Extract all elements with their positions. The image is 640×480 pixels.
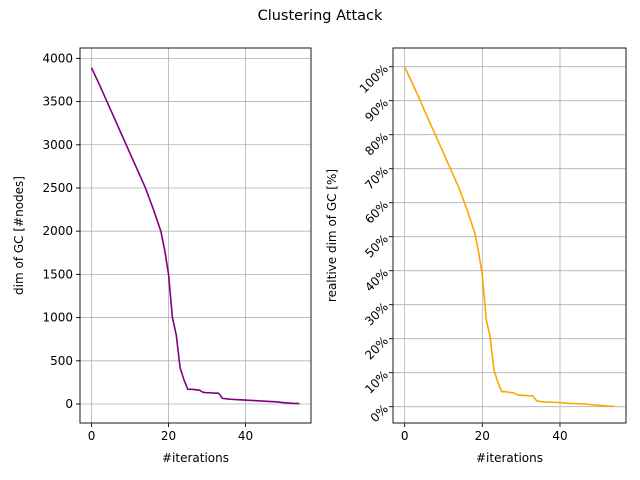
chart-panel-2: 0 20 40 0% 10% 20% 30% 40% 50% 60% 70% 80% 90%100% #i…	[325, 47, 627, 465]
y-tick-label: 3500	[42, 95, 73, 109]
x-tick-label: 0	[88, 429, 96, 443]
x-tick-label: 40	[552, 429, 567, 443]
axes-frame	[392, 47, 627, 424]
x-tick-label: 20	[161, 429, 176, 443]
x-tick-label: 20	[475, 429, 490, 443]
series-line	[403, 66, 615, 408]
y-tick-label: 80%	[362, 130, 391, 159]
axes-frame	[79, 47, 312, 424]
y-tick-label: 20%	[362, 334, 391, 363]
y-tick-label: 500	[50, 354, 73, 368]
y-axis-label: realtive dim of GC [%]	[325, 169, 339, 302]
y-tick-label: 60%	[362, 198, 391, 227]
series-line	[90, 67, 300, 405]
x-axis-label: #iterations	[162, 451, 229, 465]
y-tick-label: 70%	[362, 164, 391, 193]
y-tick-label: 90%	[362, 96, 391, 125]
x-tick-label: 40	[238, 429, 253, 443]
chart-panel-1: 0 20 40 0 500 1000 1500 2000 2500 3000 3500 4000 #it…	[12, 47, 312, 465]
y-tick-label: 4000	[42, 51, 73, 65]
y-tick-label: 2000	[42, 224, 73, 238]
y-tick-label: 100%	[357, 62, 391, 96]
y-tick-label: 30%	[362, 300, 391, 329]
y-tick-label: 0%	[368, 402, 391, 425]
y-tick-label: 40%	[362, 266, 391, 295]
y-tick-label: 50%	[362, 232, 391, 261]
x-tick-label: 0	[401, 429, 409, 443]
y-tick-label: 0	[65, 397, 73, 411]
y-tick-label: 1500	[42, 267, 73, 281]
y-tick-label: 2500	[42, 181, 73, 195]
figure-title: Clustering Attack	[257, 8, 383, 24]
y-axis-label: dim of GC [#nodes]	[12, 176, 26, 295]
y-tick-label: 3000	[42, 138, 73, 152]
y-tick-label: 10%	[362, 368, 391, 397]
y-tick-label: 1000	[42, 311, 73, 325]
x-axis-label: #iterations	[476, 451, 543, 465]
